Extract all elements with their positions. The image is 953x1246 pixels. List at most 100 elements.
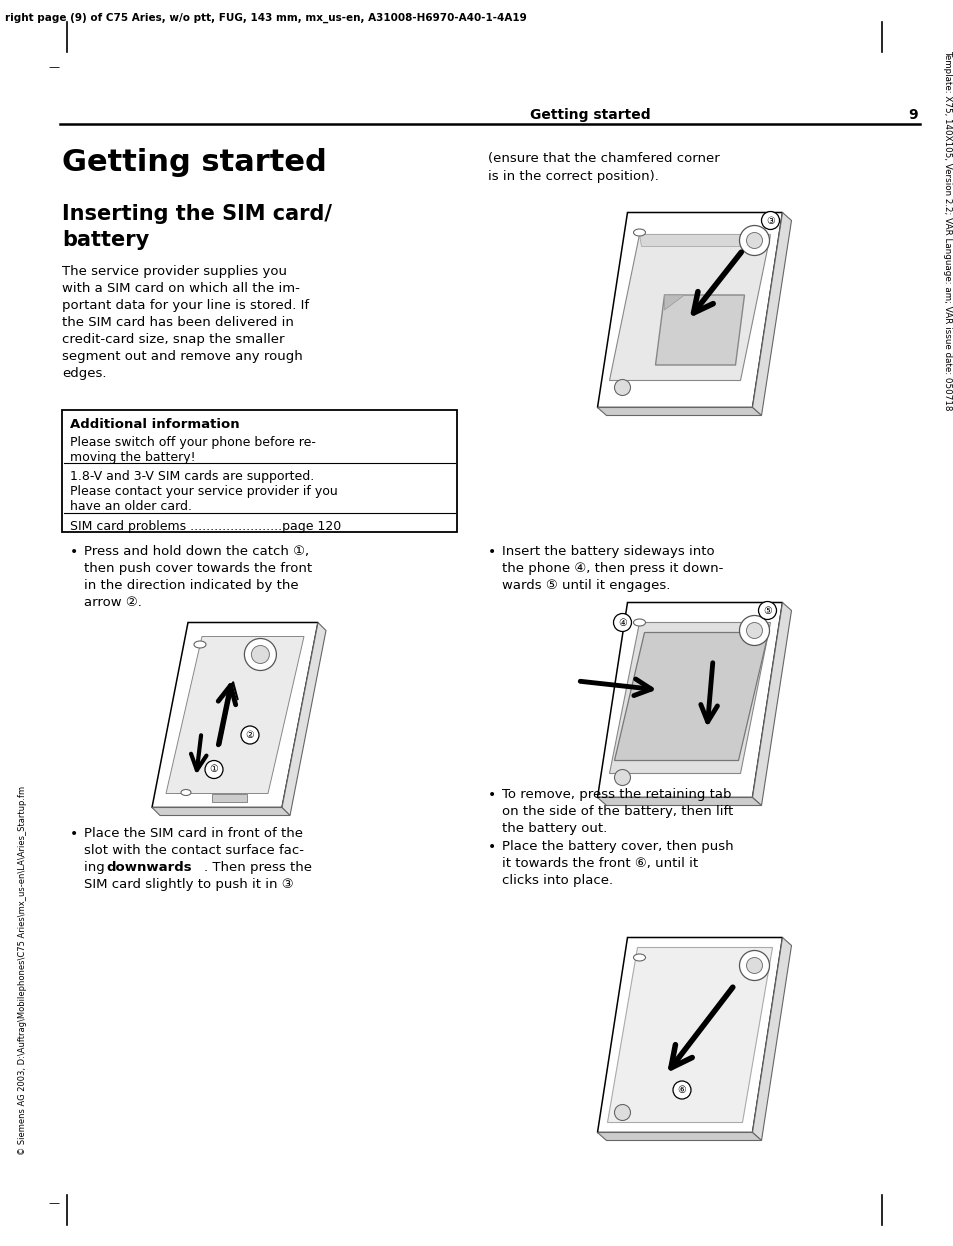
Ellipse shape xyxy=(633,619,645,625)
Text: . Then press the: . Then press the xyxy=(204,861,312,873)
Polygon shape xyxy=(212,794,247,801)
Polygon shape xyxy=(614,633,768,760)
Polygon shape xyxy=(152,807,290,815)
Text: —: — xyxy=(48,62,59,72)
Circle shape xyxy=(614,1104,630,1120)
Circle shape xyxy=(244,638,276,670)
Text: have an older card.: have an older card. xyxy=(70,500,192,513)
Text: •: • xyxy=(488,840,496,854)
Circle shape xyxy=(739,226,769,255)
Text: arrow ②.: arrow ②. xyxy=(84,596,142,609)
Text: •: • xyxy=(70,827,78,841)
Text: Please contact your service provider if you: Please contact your service provider if … xyxy=(70,485,337,498)
Text: credit-card size, snap the smaller: credit-card size, snap the smaller xyxy=(62,333,284,346)
Text: Getting started: Getting started xyxy=(530,108,650,122)
Circle shape xyxy=(252,645,269,664)
Text: •: • xyxy=(488,787,496,802)
Polygon shape xyxy=(609,623,770,774)
Text: •: • xyxy=(488,545,496,559)
Text: (ensure that the chamfered corner: (ensure that the chamfered corner xyxy=(488,152,719,164)
Ellipse shape xyxy=(181,790,191,795)
Text: Insert the battery sideways into: Insert the battery sideways into xyxy=(501,545,714,558)
Text: battery: battery xyxy=(62,231,149,250)
Text: portant data for your line is stored. If: portant data for your line is stored. If xyxy=(62,299,309,312)
Text: ⑥: ⑥ xyxy=(677,1085,685,1095)
Circle shape xyxy=(760,212,779,229)
Polygon shape xyxy=(639,234,770,247)
Text: segment out and remove any rough: segment out and remove any rough xyxy=(62,350,302,363)
Circle shape xyxy=(745,623,761,638)
Polygon shape xyxy=(597,797,760,805)
Text: the battery out.: the battery out. xyxy=(501,822,607,835)
Text: —: — xyxy=(48,1197,59,1209)
Text: Template: X75, 140X105, Version 2.2; VAR Language: am; VAR issue date: 050718: Template: X75, 140X105, Version 2.2; VAR… xyxy=(942,50,951,410)
Ellipse shape xyxy=(633,229,645,235)
Circle shape xyxy=(739,616,769,645)
Text: downwards: downwards xyxy=(106,861,192,873)
Text: then push cover towards the front: then push cover towards the front xyxy=(84,562,312,574)
Polygon shape xyxy=(597,407,760,415)
Text: Place the battery cover, then push: Place the battery cover, then push xyxy=(501,840,733,854)
Text: © Siemens AG 2003, D:\Auftrag\Mobilephones\C75 Aries\mx_us-en\LA\Aries_Startup.f: © Siemens AG 2003, D:\Auftrag\Mobilephon… xyxy=(18,786,27,1155)
Text: Additional information: Additional information xyxy=(70,417,239,431)
Text: Press and hold down the catch ①,: Press and hold down the catch ①, xyxy=(84,545,309,558)
Polygon shape xyxy=(609,234,770,380)
Text: wards ⑤ until it engages.: wards ⑤ until it engages. xyxy=(501,579,670,592)
Circle shape xyxy=(758,602,776,619)
Text: clicks into place.: clicks into place. xyxy=(501,873,613,887)
Text: the SIM card has been delivered in: the SIM card has been delivered in xyxy=(62,316,294,329)
Polygon shape xyxy=(607,947,772,1123)
Polygon shape xyxy=(597,213,781,407)
Text: right page (9) of C75 Aries, w/o ptt, FUG, 143 mm, mx_us-en, A31008-H6970-A40-1-: right page (9) of C75 Aries, w/o ptt, FU… xyxy=(5,12,526,24)
Text: Inserting the SIM card/: Inserting the SIM card/ xyxy=(62,204,332,224)
Polygon shape xyxy=(752,603,791,805)
Text: 9: 9 xyxy=(907,108,917,122)
Text: moving the battery!: moving the battery! xyxy=(70,451,195,464)
Text: ④: ④ xyxy=(618,618,626,628)
Polygon shape xyxy=(597,1133,760,1140)
Text: •: • xyxy=(70,545,78,559)
Circle shape xyxy=(614,380,630,395)
Text: the phone ④, then press it down-: the phone ④, then press it down- xyxy=(501,562,722,574)
Text: SIM card problems .......................page 120: SIM card problems ......................… xyxy=(70,520,341,533)
Circle shape xyxy=(739,951,769,981)
Circle shape xyxy=(205,760,223,779)
Polygon shape xyxy=(166,637,304,794)
Text: ing: ing xyxy=(84,861,109,873)
Bar xyxy=(62,410,456,532)
Text: it towards the front ⑥, until it: it towards the front ⑥, until it xyxy=(501,857,698,870)
Polygon shape xyxy=(597,603,781,797)
Text: The service provider supplies you: The service provider supplies you xyxy=(62,265,287,278)
Ellipse shape xyxy=(633,954,645,961)
Text: Please switch off your phone before re-: Please switch off your phone before re- xyxy=(70,436,315,449)
Text: 1.8-V and 3-V SIM cards are supported.: 1.8-V and 3-V SIM cards are supported. xyxy=(70,470,314,483)
Circle shape xyxy=(745,957,761,973)
Text: ⑤: ⑤ xyxy=(762,606,771,616)
Text: edges.: edges. xyxy=(62,368,107,380)
Circle shape xyxy=(672,1082,690,1099)
Ellipse shape xyxy=(193,640,206,648)
Polygon shape xyxy=(597,937,781,1133)
Text: To remove, press the retaining tab: To remove, press the retaining tab xyxy=(501,787,731,801)
Text: SIM card slightly to push it in ③: SIM card slightly to push it in ③ xyxy=(84,878,294,891)
Polygon shape xyxy=(282,623,326,815)
Polygon shape xyxy=(752,937,791,1140)
Text: is in the correct position).: is in the correct position). xyxy=(488,169,659,183)
Text: ②: ② xyxy=(245,730,254,740)
Polygon shape xyxy=(752,213,791,415)
Circle shape xyxy=(745,233,761,248)
Circle shape xyxy=(613,613,631,632)
Text: in the direction indicated by the: in the direction indicated by the xyxy=(84,579,298,592)
Circle shape xyxy=(614,770,630,785)
Text: Place the SIM card in front of the: Place the SIM card in front of the xyxy=(84,827,303,840)
Polygon shape xyxy=(664,295,684,310)
Text: ①: ① xyxy=(210,765,218,775)
Polygon shape xyxy=(655,295,743,365)
Text: slot with the contact surface fac-: slot with the contact surface fac- xyxy=(84,844,304,857)
Text: Getting started: Getting started xyxy=(62,148,327,177)
Text: with a SIM card on which all the im-: with a SIM card on which all the im- xyxy=(62,282,299,295)
Text: on the side of the battery, then lift: on the side of the battery, then lift xyxy=(501,805,733,819)
Circle shape xyxy=(241,726,258,744)
Text: ③: ③ xyxy=(765,216,774,226)
Polygon shape xyxy=(152,623,317,807)
